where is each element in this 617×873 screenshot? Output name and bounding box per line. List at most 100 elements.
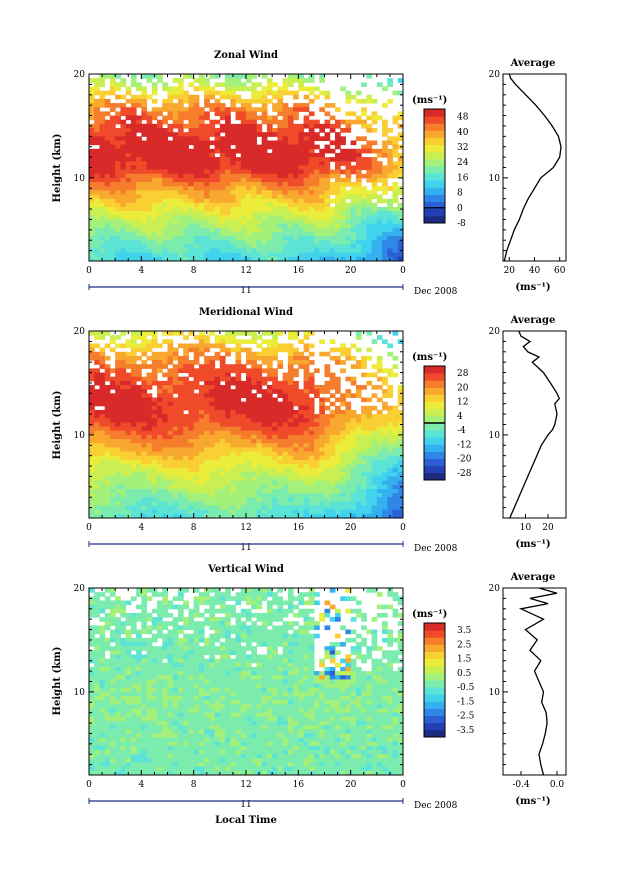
zonal-cell: [157, 231, 163, 237]
meridional-cell: [261, 331, 268, 336]
meridional-cell: [146, 509, 153, 515]
zonal-cell: [382, 182, 388, 187]
zonal-cell: [151, 161, 158, 166]
meridional-cell: [303, 509, 310, 515]
meridional-cell: [256, 376, 263, 382]
zonal-cell: [136, 123, 142, 129]
zonal-cell: [235, 128, 242, 133]
zonal-cell: [355, 202, 362, 208]
zonal-cell: [193, 177, 200, 183]
meridional-cell: [266, 405, 273, 411]
zonal-cell: [109, 140, 116, 146]
meridional-cell: [188, 389, 195, 394]
zonal-cell: [130, 165, 137, 171]
meridional-cell: [99, 401, 106, 407]
zonal-cell: [298, 252, 305, 258]
meridional-cell: [376, 335, 383, 340]
meridional-cell: [282, 493, 289, 498]
zonal-cell: [193, 115, 200, 121]
zonal-cell: [209, 103, 216, 108]
vertical-cell: [94, 716, 100, 722]
meridional-cell: [240, 501, 247, 507]
zonal-cell: [293, 190, 299, 196]
zonal-cell: [183, 152, 189, 158]
zonal-cell: [193, 227, 200, 233]
meridional-cell: [146, 430, 153, 436]
meridional-cell: [94, 505, 100, 511]
zonal-cell: [193, 198, 200, 204]
meridional-cell: [115, 422, 121, 428]
meridional-cell: [204, 418, 210, 423]
zonal-cell: [214, 103, 221, 108]
zonal-cell: [225, 152, 231, 158]
zonal-cell: [89, 140, 95, 146]
zonal-cell: [277, 198, 284, 204]
zonal-cell: [146, 140, 153, 146]
zonal-cell: [324, 248, 331, 254]
meridional-cell: [120, 368, 127, 374]
zonal-cell: [172, 227, 179, 233]
meridional-cell: [246, 476, 252, 482]
meridional-cell: [324, 480, 331, 486]
meridional-cell: [198, 430, 205, 436]
zonal-cell: [172, 140, 179, 146]
zonal-cell: [172, 136, 179, 141]
zonal-cell: [109, 202, 116, 208]
meridional-cell: [397, 451, 404, 457]
zonal-cell: [141, 107, 148, 112]
meridional-cell: [287, 463, 294, 469]
meridional-cell: [183, 351, 189, 357]
meridional-cell: [120, 389, 127, 394]
meridional-cell: [361, 355, 367, 361]
meridional-cell: [172, 422, 179, 428]
zonal-cell: [282, 165, 289, 171]
meridional-cell: [256, 351, 263, 357]
meridional-cell: [104, 430, 111, 436]
meridional-cell: [146, 409, 153, 415]
meridional-cell: [188, 430, 195, 436]
meridional-cell: [177, 493, 184, 498]
zonal-cell: [89, 152, 95, 158]
zonal-cell: [99, 132, 106, 137]
meridional-cell: [272, 468, 278, 473]
zonal-cell: [162, 169, 168, 175]
zonal-cell: [204, 219, 210, 225]
meridional-cell: [387, 472, 394, 477]
meridional-cell: [188, 501, 195, 507]
zonal-cell: [376, 206, 383, 212]
meridional-cell: [261, 493, 268, 498]
meridional-cell: [136, 434, 142, 440]
zonal-cell: [225, 115, 231, 121]
zonal-cell: [319, 136, 325, 141]
meridional-cell: [256, 509, 263, 515]
meridional-cell: [251, 497, 257, 502]
zonal-xtick-label: 0: [400, 266, 406, 276]
meridional-cell: [251, 439, 257, 444]
meridional-cell: [167, 389, 174, 394]
meridional-cell: [392, 505, 399, 511]
vertical-cell: [94, 646, 100, 651]
meridional-cell: [225, 351, 231, 357]
meridional-cell: [172, 463, 179, 469]
zonal-cell: [230, 140, 237, 146]
zonal-cell: [298, 215, 305, 220]
meridional-cell: [350, 393, 357, 398]
zonal-cell: [198, 140, 205, 146]
zonal-cell: [125, 215, 132, 220]
zonal-cell: [303, 252, 310, 258]
zonal-cell: [376, 161, 383, 166]
zonal-cell: [214, 157, 221, 162]
meridional-cell: [382, 513, 388, 519]
meridional-cell: [308, 509, 315, 515]
meridional-cell: [392, 451, 399, 457]
meridional-cell: [193, 414, 200, 419]
zonal-cell: [282, 236, 289, 241]
zonal-colorbar-band: [424, 173, 445, 181]
meridional-cell: [99, 447, 106, 453]
meridional-cell: [350, 493, 357, 498]
zonal-cell: [115, 186, 121, 191]
meridional-cell: [355, 443, 362, 448]
zonal-cell: [136, 173, 142, 179]
zonal-cell: [104, 244, 111, 250]
meridional-cell: [355, 439, 362, 444]
